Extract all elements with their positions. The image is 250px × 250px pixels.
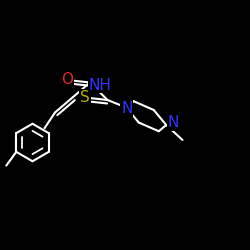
Text: NH: NH: [88, 78, 112, 92]
Text: O: O: [62, 72, 74, 88]
Text: N: N: [167, 115, 179, 130]
Text: S: S: [80, 90, 90, 105]
Text: N: N: [121, 101, 132, 116]
